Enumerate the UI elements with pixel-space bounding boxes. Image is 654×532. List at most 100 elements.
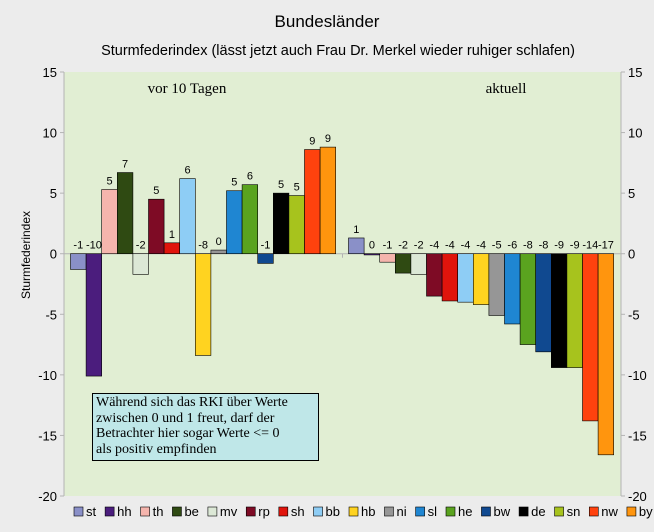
data-label: -1 (383, 240, 393, 252)
bar-aktuell-ni (488, 253, 505, 316)
bar-vor-10-Tagen-bb (179, 178, 196, 255)
data-label: -4 (445, 240, 455, 252)
bar-aktuell-rp (426, 253, 443, 297)
legend-label-hh: hh (117, 504, 131, 519)
data-label: 0 (216, 236, 222, 248)
y-tick-label-right: -10 (628, 368, 647, 383)
bar-vor-10-Tagen-th (101, 189, 118, 255)
legend-swatch-hb (348, 506, 359, 517)
data-label: -8 (198, 240, 208, 252)
group-label-previous: vor 10 Tagen (148, 81, 227, 97)
annotation-line: Während sich das RKI über Werte (96, 395, 288, 410)
bar-aktuell-st (348, 237, 365, 255)
data-label: -4 (429, 240, 439, 252)
data-label: -1 (261, 240, 271, 252)
legend-swatch-th (140, 506, 150, 517)
legend-label-th: th (153, 504, 164, 519)
legend-label-be: be (184, 504, 198, 519)
data-label: 5 (106, 176, 112, 188)
bar-aktuell-hb (472, 253, 490, 305)
bar-aktuell-de (550, 253, 568, 368)
legend-label-sh: sh (291, 504, 305, 519)
data-label: -8 (523, 240, 533, 252)
legend-label-st: st (86, 504, 97, 519)
bar-vor-10-Tagen-sl (226, 190, 243, 255)
data-label: -2 (398, 240, 408, 252)
legend-label-bw: bw (493, 504, 510, 519)
y-tick-label-right: 10 (628, 126, 642, 141)
data-label: -8 (539, 240, 549, 252)
data-label: 9 (325, 133, 331, 145)
bar-aktuell-bb (457, 253, 474, 303)
legend-swatch-nw (588, 506, 599, 517)
legend-label-rp: rp (258, 504, 270, 519)
bar-vor-10-Tagen-st (70, 253, 87, 270)
legend-label-mv: mv (220, 504, 238, 519)
data-label: -4 (461, 240, 471, 252)
legend-swatch-be (172, 506, 182, 517)
legend-swatch-bw (481, 506, 491, 517)
bar-vor-10-Tagen-nw (304, 149, 321, 255)
data-label: -9 (570, 240, 580, 252)
y-tick-label-right: 5 (628, 186, 635, 201)
bar-vor-10-Tagen-hh (85, 253, 102, 377)
legend-label-sl: sl (428, 504, 438, 519)
y-tick-label-right: -15 (628, 428, 647, 443)
bar-aktuell-th (379, 253, 396, 263)
legend-label-he: he (458, 504, 472, 519)
bar-aktuell-nw (582, 253, 599, 422)
bar-vor-10-Tagen-de (272, 192, 290, 255)
bar-vor-10-Tagen-he (241, 184, 259, 255)
bar-aktuell-he (519, 253, 536, 345)
legend-swatch-bb (313, 506, 323, 517)
data-label: 7 (122, 159, 128, 171)
bar-vor-10-Tagen-mv (132, 253, 149, 275)
bar-aktuell-mv (410, 253, 427, 275)
data-label: 6 (247, 171, 253, 183)
y-tick-label-right: -5 (628, 307, 640, 322)
legend-label-de: de (531, 504, 545, 519)
legend-swatch-de (518, 506, 529, 517)
chart-subtitle: Sturmfederindex (lässt jetzt auch Frau D… (101, 43, 575, 59)
legend-label-nw: nw (601, 504, 618, 519)
y-tick-label: -15 (38, 428, 57, 443)
bar-vor-10-Tagen-bw (257, 253, 274, 264)
bar-vor-10-Tagen-ni (210, 249, 227, 255)
bars (70, 146, 614, 456)
legend-swatch-he (445, 506, 456, 517)
data-label: -5 (492, 240, 502, 252)
legend-swatch-sn (554, 506, 564, 517)
legend-swatch-sl (415, 506, 425, 517)
data-label: -2 (136, 240, 146, 252)
data-label: 5 (294, 182, 300, 194)
y-axis-label: Sturmfederindex (19, 211, 33, 299)
data-label: -4 (476, 240, 486, 252)
y-tick-label: -20 (38, 489, 57, 504)
bar-aktuell-by (597, 253, 614, 456)
bar-aktuell-sn (566, 253, 583, 368)
bar-vor-10-Tagen-sn (288, 195, 305, 255)
legend-label-by: by (639, 504, 653, 519)
annotation-line: zwischen 0 und 1 freut, darf der (96, 410, 275, 426)
legend-label-hb: hb (361, 504, 375, 519)
bar-vor-10-Tagen-hb (195, 253, 212, 356)
y-tick-label: -5 (45, 307, 57, 322)
bar-vor-10-Tagen-sh (163, 242, 181, 255)
bar-vor-10-Tagen-rp (148, 198, 165, 255)
data-label: -10 (86, 240, 102, 252)
legend: st hh th be mv rp sh bb hb ni sl he bw de sn nw by (73, 504, 653, 519)
data-label: -1 (73, 240, 83, 252)
legend-swatch-ni (384, 506, 394, 517)
legend-swatch-mv (207, 506, 218, 517)
annotation-line: als positiv empfinden (96, 441, 217, 457)
chart-title: Bundesländer (275, 12, 380, 31)
bar-aktuell-sl (504, 253, 521, 325)
y-tick-label-right: -20 (628, 489, 647, 504)
bar-aktuell-hh (363, 253, 381, 256)
legend-label-ni: ni (396, 504, 406, 519)
data-label: 5 (231, 177, 237, 189)
data-label: 1 (169, 229, 175, 241)
y-tick-label-right: 15 (628, 65, 642, 80)
